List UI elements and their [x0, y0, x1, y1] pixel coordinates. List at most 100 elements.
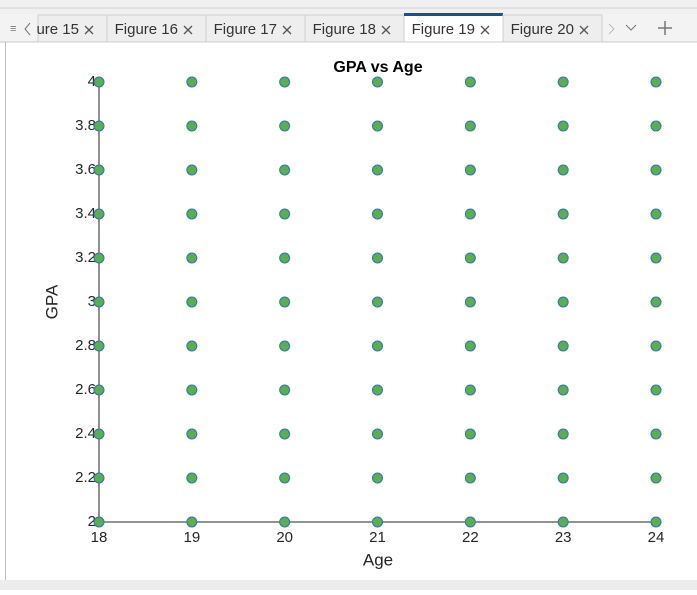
tab-label[interactable]: Figure 17 [214, 21, 277, 38]
data-point [650, 252, 662, 264]
data-point [279, 76, 291, 88]
data-point [557, 120, 569, 132]
data-point [372, 120, 383, 132]
tab-label[interactable]: Figure 19 [412, 21, 475, 38]
top-bar [0, 0, 697, 14]
data-point [279, 428, 291, 440]
data-point [279, 252, 291, 264]
y-tick-label: 2.2 [75, 469, 96, 486]
data-point [650, 428, 662, 440]
data-point [557, 252, 569, 264]
menu-icon[interactable]: ≡ [10, 23, 16, 35]
x-tick-label: 22 [462, 529, 479, 546]
data-point [93, 340, 105, 352]
data-point [186, 428, 198, 440]
data-point [464, 384, 476, 396]
data-point [93, 76, 105, 88]
y-tick-label: 3.8 [75, 117, 96, 134]
data-point [557, 208, 569, 220]
data-point [372, 428, 383, 440]
data-point [557, 516, 569, 528]
tab-close-icon[interactable] [183, 25, 193, 35]
data-point [557, 76, 569, 88]
data-point [279, 516, 291, 528]
x-tick-label: 20 [276, 529, 293, 546]
data-point [186, 120, 198, 132]
y-axis-label: GPA [42, 284, 61, 319]
data-point [93, 208, 105, 220]
tab-label[interactable]: Figure 18 [313, 21, 376, 38]
y-tick-label: 3.4 [75, 205, 96, 222]
tab-close-icon[interactable] [84, 25, 94, 35]
data-point [279, 164, 291, 176]
scroll-left-icon[interactable] [24, 22, 31, 36]
x-axis-label: Age [363, 550, 393, 569]
data-point [93, 428, 105, 440]
data-point [186, 76, 198, 88]
data-point [93, 164, 105, 176]
data-point [372, 296, 383, 308]
data-point [279, 120, 291, 132]
data-point [372, 340, 383, 352]
data-point [464, 340, 476, 352]
x-tick-label: 23 [555, 529, 572, 546]
data-point [93, 472, 105, 484]
chart-title: GPA vs Age [333, 59, 422, 76]
data-point [93, 516, 105, 528]
data-point [372, 164, 383, 176]
y-tick-label: 2 [88, 513, 96, 530]
data-point [464, 252, 476, 264]
data-point [93, 120, 105, 132]
scroll-right-icon[interactable] [608, 23, 615, 35]
data-point [372, 208, 383, 220]
tab-label[interactable]: ure 15 [36, 21, 79, 38]
y-tick-label: 2.8 [75, 337, 96, 354]
data-point [186, 340, 198, 352]
data-point [650, 120, 662, 132]
add-tab-icon[interactable] [658, 21, 672, 35]
data-point [186, 296, 198, 308]
data-point [464, 208, 476, 220]
data-point [186, 252, 198, 264]
data-point [464, 472, 476, 484]
data-point [186, 384, 198, 396]
data-point [464, 296, 476, 308]
y-tick-label: 3.6 [75, 161, 96, 178]
data-point [372, 384, 383, 396]
data-point [372, 472, 383, 484]
x-tick-label: 19 [183, 529, 200, 546]
tab-label[interactable]: Figure 20 [511, 21, 574, 38]
data-point [650, 164, 662, 176]
data-point [557, 296, 569, 308]
data-point [464, 120, 476, 132]
data-point [650, 340, 662, 352]
data-point [279, 296, 291, 308]
data-point [93, 384, 105, 396]
tab-close-icon[interactable] [381, 25, 391, 35]
data-point [650, 296, 662, 308]
x-tick-label: 24 [648, 529, 665, 546]
tab[interactable] [37, 14, 108, 43]
dropdown-icon[interactable] [625, 24, 637, 31]
bottom-bar [0, 580, 697, 590]
data-point [279, 472, 291, 484]
data-point [279, 384, 291, 396]
data-point [186, 516, 198, 528]
tab-close-icon[interactable] [579, 25, 589, 35]
data-point [93, 296, 105, 308]
tab-close-icon[interactable] [282, 25, 292, 35]
data-point [650, 76, 662, 88]
data-point [279, 340, 291, 352]
y-tick-label: 3.2 [75, 249, 96, 266]
data-point [93, 252, 105, 264]
data-point [279, 208, 291, 220]
data-point [557, 340, 569, 352]
data-point [650, 516, 662, 528]
data-point [186, 164, 198, 176]
tab-label[interactable]: Figure 16 [115, 21, 178, 38]
tab-close-icon[interactable] [480, 25, 490, 35]
data-point [372, 252, 383, 264]
data-point [650, 472, 662, 484]
data-point [464, 428, 476, 440]
